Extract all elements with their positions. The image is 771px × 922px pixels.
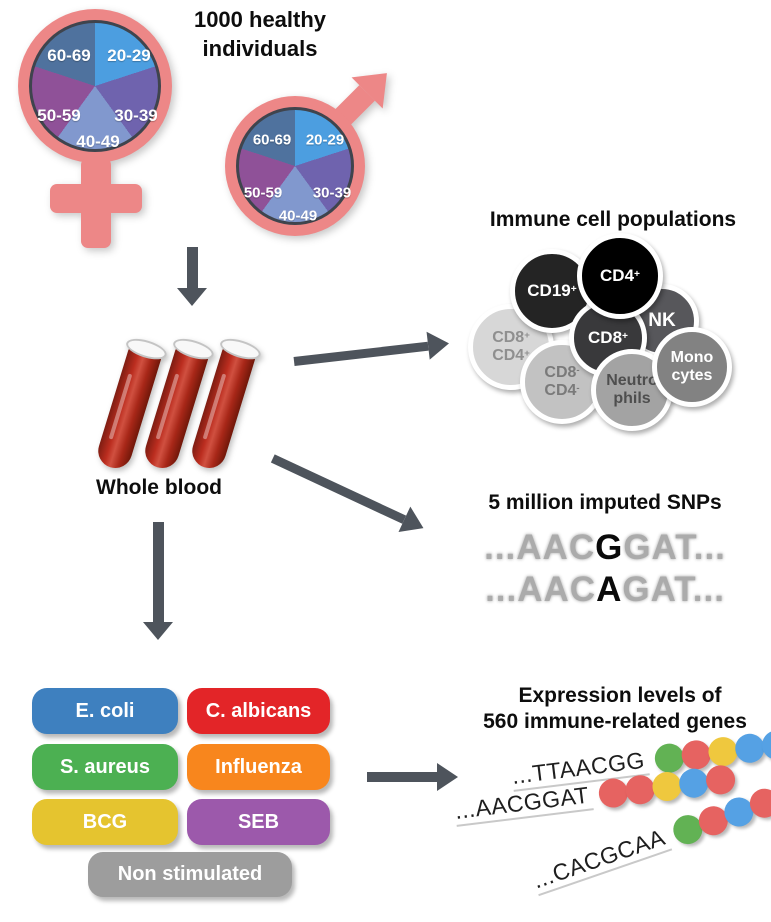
female-cross-horizontal (50, 184, 142, 213)
male-arrow (320, 57, 403, 140)
expression-title-line1: Expression levels of (518, 684, 722, 707)
headline-line2: individuals (202, 35, 318, 61)
blood-tubes-icon (94, 334, 312, 480)
female-ring (18, 9, 172, 163)
cell-label: NK (648, 310, 676, 332)
headline: 1000 healthy individuals (155, 6, 365, 63)
gene-sequence: ...CACGCAA (529, 822, 672, 896)
cell-label: Mono (670, 349, 714, 367)
cell-label: CD4- (544, 382, 580, 399)
stimulus-bcg: BCG (32, 799, 178, 845)
cell-label: CD4+ (600, 266, 640, 286)
arrow-individuals-to-blood (177, 247, 207, 306)
age-label: 40-49 (278, 207, 318, 225)
male-ring (225, 96, 365, 236)
stimulus-calbicans: C. albicans (187, 688, 330, 734)
snp-allele: G (595, 528, 624, 567)
gene-dot (623, 773, 657, 806)
gene-dot (650, 769, 684, 803)
age-label: 40-49 (76, 132, 120, 151)
snp-sequence-1: ...AACGGAT... (484, 528, 726, 567)
arrow-stimuli-to-expression (367, 763, 458, 791)
gene-dot (704, 763, 737, 796)
age-label: 50-59 (243, 184, 283, 202)
immune-populations-title: Immune cell populations (489, 208, 737, 231)
age-label: 30-39 (312, 184, 352, 202)
age-label: 20-29 (305, 131, 345, 149)
snps-title: 5 million imputed SNPs (488, 491, 722, 514)
gene-dot (733, 731, 766, 765)
gene-dot (597, 776, 630, 809)
arrow-blood-to-cells (292, 329, 451, 374)
gene-sequence: ...AACGGAT (453, 780, 594, 827)
gene-dot (677, 766, 710, 799)
stimulus-nonstimulated: Non stimulated (88, 852, 292, 897)
age-label: 50-59 (37, 106, 81, 125)
snp-allele: A (596, 570, 623, 609)
cell-label: cytes (671, 367, 713, 384)
age-label: 60-69 (47, 46, 91, 65)
age-label: 30-39 (114, 106, 158, 125)
age-label: 20-29 (107, 46, 151, 65)
female-cross-vertical (81, 158, 111, 248)
headline-line1: 1000 healthy (193, 7, 327, 32)
male-age-pie-chart: 20-29 30-39 40-49 50-59 60-69 (236, 107, 354, 225)
arrow-blood-to-stimuli (143, 522, 173, 640)
cell-label: CD19+ (527, 281, 577, 301)
cell-circle-monocytes: Mono cytes (652, 327, 732, 407)
stimulus-saureus: S. aureus (32, 744, 178, 790)
stimulus-influenza: Influenza (187, 744, 330, 790)
cell-label: CD8- (544, 364, 580, 382)
female-age-pie-chart: 20-29 30-39 40-49 50-59 60-69 (29, 20, 161, 152)
cell-label: CD8+ (492, 329, 530, 347)
stimulus-seb: SEB (187, 799, 330, 845)
cell-circle-cd4: CD4+ (577, 233, 663, 319)
stimulus-ecoli: E. coli (32, 688, 178, 734)
cell-label: phils (613, 390, 651, 407)
age-label: 60-69 (252, 131, 292, 149)
whole-blood-label: Whole blood (96, 476, 222, 499)
cell-label: Neutro (606, 372, 658, 390)
snp-sequence-2: ...AACAGAT... (485, 570, 725, 609)
cell-label: CD4+ (492, 347, 530, 364)
cell-label: CD8+ (588, 328, 628, 348)
expression-title-line2: 560 immune-related genes (483, 710, 747, 733)
